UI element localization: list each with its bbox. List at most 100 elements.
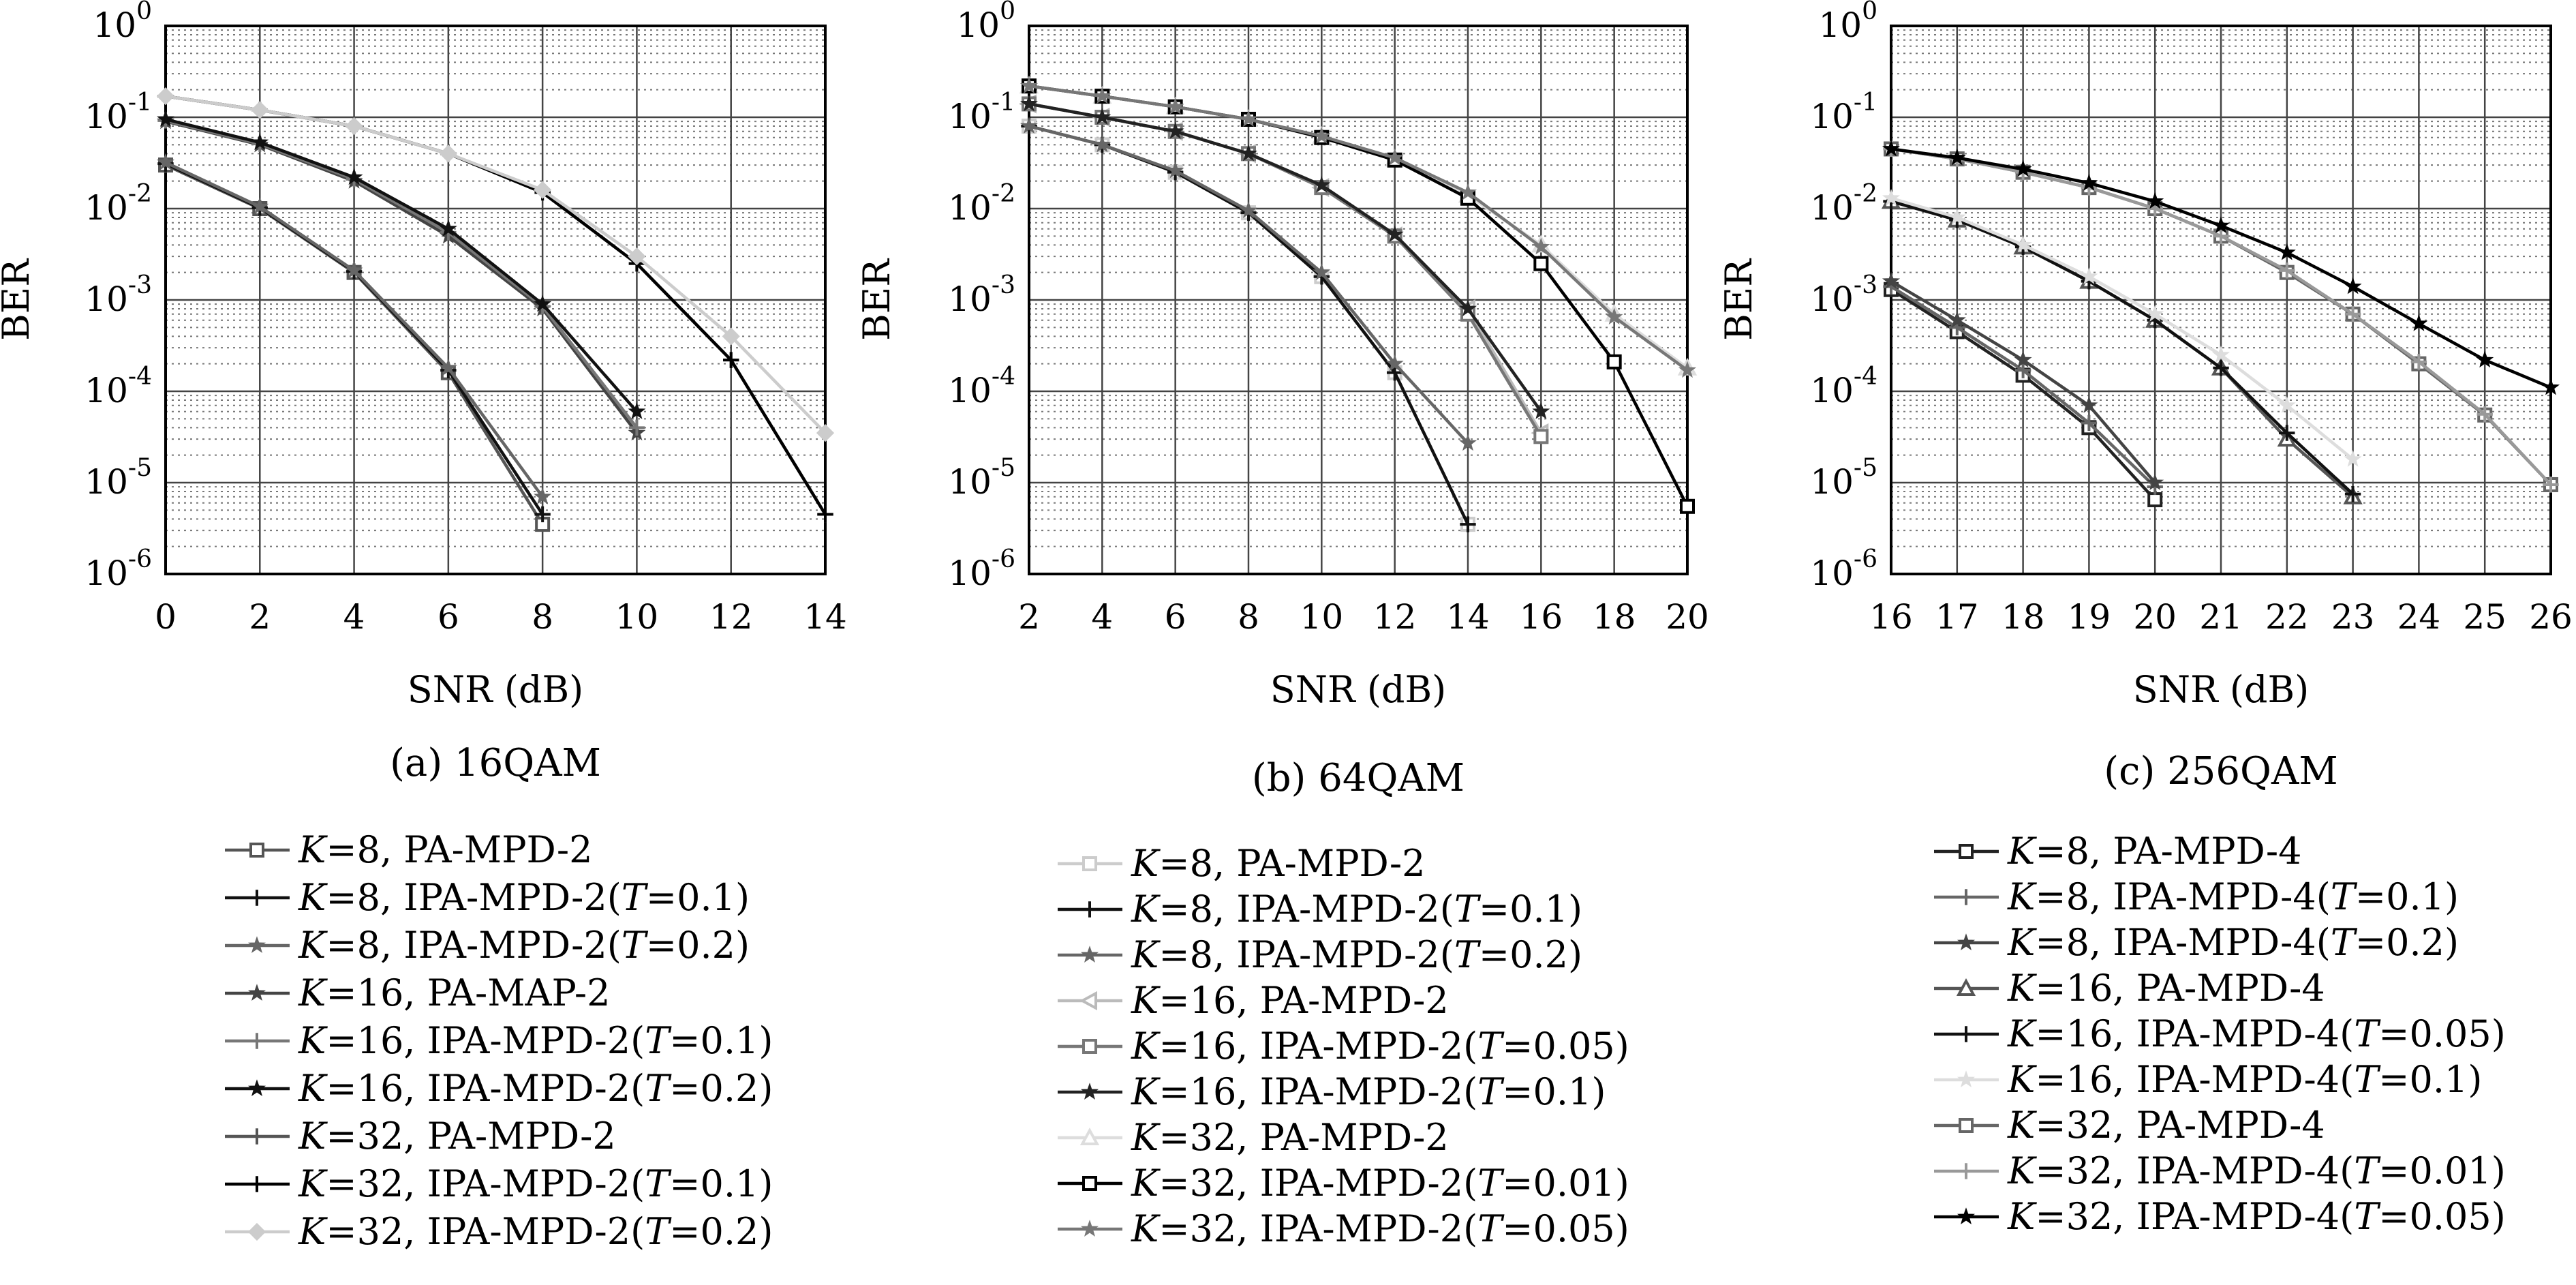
y-tick-label: 100 (93, 0, 152, 45)
data-point (2211, 346, 2230, 363)
y-tick-label: 10-1 (1810, 89, 1877, 136)
data-point (2014, 350, 2032, 368)
y-tick-label: 10-5 (948, 454, 1015, 502)
x-tick-label: 2 (1018, 597, 1040, 637)
data-point (1533, 256, 1549, 271)
series-9 (1882, 139, 2560, 395)
series-6 (156, 110, 646, 419)
y-axis-label: BER (855, 258, 898, 341)
x-tick-label: 22 (2265, 597, 2309, 637)
y-axis-label: BER (1717, 258, 1760, 341)
data-point (1882, 139, 1901, 157)
y-tick-label: 10-4 (948, 363, 1015, 410)
data-point (723, 352, 739, 368)
legend-marker (1080, 1220, 1099, 1237)
legend-entry: K=16, PA-MAP-2 (225, 971, 611, 1014)
y-tick-label: 10-3 (1810, 271, 1877, 319)
data-point (1532, 402, 1550, 419)
legend-label: K=32, IPA-MPD-4(T=0.05) (2007, 1195, 2506, 1238)
y-tick-label: 10-1 (85, 89, 152, 136)
legend-marker (1958, 1026, 1974, 1042)
data-point (156, 110, 175, 127)
y-tick-label: 10-4 (1810, 363, 1877, 410)
y-tick-label: 100 (956, 0, 1015, 45)
x-tick-label: 17 (1935, 597, 1979, 637)
legend-marker (1957, 1070, 1976, 1087)
y-tick-label: 10-2 (1810, 180, 1877, 228)
legend-marker (247, 1222, 266, 1241)
legend-marker (1957, 1207, 1976, 1224)
x-tick-label: 14 (803, 597, 847, 637)
legend-entry: K=16, IPA-MPD-2(T=0.05) (1058, 1025, 1629, 1068)
data-point (345, 168, 363, 185)
x-tick-label: 4 (1091, 597, 1113, 637)
data-point (1239, 144, 1258, 162)
data-point (628, 419, 645, 436)
data-point (1313, 176, 1331, 193)
data-point (816, 423, 835, 442)
legend-label: K=16, PA-MAP-2 (298, 971, 611, 1014)
x-tick-label: 24 (2397, 597, 2441, 637)
x-tick-label: 16 (1869, 597, 1913, 637)
data-point (1460, 516, 1476, 532)
legend-marker (1082, 1176, 1097, 1191)
x-tick-label: 4 (343, 597, 365, 637)
data-point (251, 197, 269, 215)
data-point (2081, 414, 2098, 432)
legend-entry: K=32, PA-MPD-2 (225, 1115, 616, 1158)
data-point (439, 220, 457, 237)
data-point (2410, 354, 2427, 370)
x-tick-label: 20 (1666, 597, 1709, 637)
legend-marker (1959, 844, 1974, 859)
data-point (251, 133, 269, 151)
legend-entry: K=16, PA-MPD-2 (1058, 979, 1449, 1022)
legend-marker (1082, 901, 1098, 918)
legend-entry: K=32, IPA-MPD-4(T=0.01) (1934, 1149, 2506, 1192)
x-axis-label: SNR (dB) (2133, 668, 2309, 711)
data-point (1948, 208, 1966, 226)
x-tick-label: 0 (155, 597, 177, 637)
data-point (1680, 498, 1695, 514)
legend-label: K=16, IPA-MPD-2(T=0.2) (298, 1067, 773, 1110)
data-point (1532, 237, 1550, 255)
legend-label: K=32, PA-MPD-4 (2007, 1104, 2325, 1147)
series-3 (1882, 272, 2164, 490)
x-tick-label: 2 (249, 597, 271, 637)
data-point (1948, 148, 1966, 166)
legend-label: K=8, IPA-MPD-2(T=0.1) (298, 876, 750, 919)
legend-label: K=32, IPA-MPD-2(T=0.1) (298, 1162, 773, 1205)
legend-label: K=8, IPA-MPD-4(T=0.1) (2007, 875, 2459, 918)
y-tick-label: 10-5 (1810, 454, 1877, 502)
data-point (2213, 228, 2229, 245)
data-point (1166, 161, 1184, 179)
axes-frame (1028, 25, 1689, 575)
legend: K=8, PA-MPD-2 K=8, IPA-MPD-2(T=0.1) K=8, I… (225, 828, 773, 1253)
legend-entry: K=8, IPA-MPD-4(T=0.2) (1934, 921, 2459, 964)
legend-entry: K=8, PA-MPD-4 (1934, 830, 2301, 873)
legend-entry: K=8, PA-MPD-2 (1058, 842, 1425, 885)
data-point (2279, 262, 2295, 279)
legend-marker (249, 1033, 265, 1049)
data-point (1019, 94, 1039, 112)
data-point (1019, 117, 1039, 134)
data-point (439, 145, 457, 163)
legend-marker (1080, 946, 1099, 963)
legend-label: K=32, IPA-MPD-4(T=0.01) (2007, 1149, 2506, 1192)
legend-marker (1956, 978, 1976, 996)
data-point (1948, 311, 1966, 328)
data-point (1166, 97, 1184, 115)
legend-label: K=8, PA-MPD-2 (1131, 842, 1425, 885)
legend-entry: K=32, PA-MPD-4 (1934, 1104, 2325, 1147)
data-point (2279, 425, 2295, 441)
legend-marker (1082, 1039, 1097, 1054)
y-tick-label: 10-4 (85, 363, 152, 410)
legend-label: K=8, IPA-MPD-2(T=0.1) (1131, 888, 1582, 931)
series-3 (1019, 117, 1477, 451)
legend-entry: K=16, PA-MPD-4 (1934, 967, 2325, 1010)
legend-entry: K=32, IPA-MPD-4(T=0.05) (1934, 1195, 2506, 1238)
legend-label: K=16, IPA-MPD-2(T=0.1) (298, 1019, 773, 1062)
data-point (1093, 135, 1111, 153)
x-tick-label: 6 (1165, 597, 1186, 637)
data-point (1385, 148, 1404, 166)
data-point (2014, 160, 2032, 177)
